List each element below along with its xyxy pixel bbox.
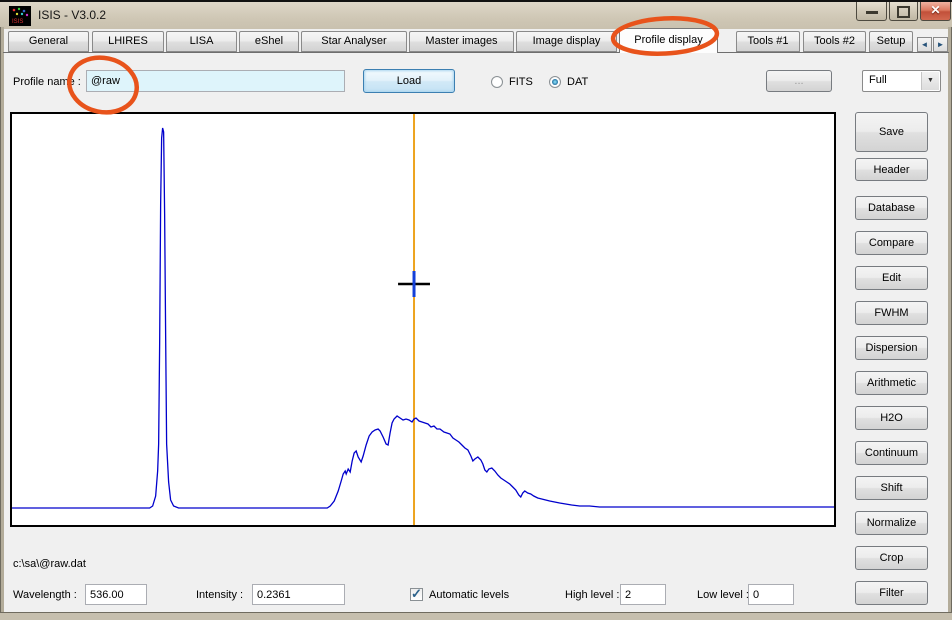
app-icon: ISIS <box>9 6 31 26</box>
load-button[interactable]: Load <box>363 69 455 93</box>
spectrum-plot-canvas[interactable] <box>10 112 836 527</box>
tab-tools-2[interactable]: Tools #2 <box>803 31 866 52</box>
tabstrip-divider <box>3 52 949 53</box>
tab-scroll-right-icon[interactable]: ► <box>933 37 948 52</box>
tab-star-analyser[interactable]: Star Analyser <box>301 31 407 52</box>
compare-button[interactable]: Compare <box>855 231 928 255</box>
close-button[interactable]: ✕ <box>920 2 951 21</box>
checkmark-icon: ✓ <box>411 586 422 601</box>
database-button[interactable]: Database <box>855 196 928 220</box>
tab-profile-display[interactable]: Profile display <box>619 28 718 53</box>
intensity-value-field[interactable] <box>252 584 345 605</box>
dat-radio-label: DAT <box>567 76 589 88</box>
browse-button[interactable]: ... <box>766 70 832 92</box>
dispersion-button[interactable]: Dispersion <box>855 336 928 360</box>
profile-name-input[interactable] <box>86 70 345 92</box>
file-path-text: c:\sa\@raw.dat <box>13 558 86 570</box>
intensity-label: Intensity : <box>196 589 244 601</box>
window-title: ISIS - V3.0.2 <box>38 8 107 22</box>
high-level-label: High level : <box>565 589 620 601</box>
maximize-button[interactable] <box>889 2 918 21</box>
window-border-right <box>948 27 952 620</box>
edit-button[interactable]: Edit <box>855 266 928 290</box>
fits-radio[interactable] <box>491 76 503 88</box>
view-range-value: Full <box>869 74 887 86</box>
tab-setup[interactable]: Setup <box>869 31 913 52</box>
high-level-field[interactable] <box>620 584 666 605</box>
chevron-down-icon: ▼ <box>921 72 939 90</box>
view-range-dropdown[interactable]: Full ▼ <box>862 70 941 92</box>
low-level-field[interactable] <box>748 584 794 605</box>
svg-text:ISIS: ISIS <box>12 19 23 25</box>
shift-button[interactable]: Shift <box>855 476 928 500</box>
automatic-levels-checkbox[interactable]: ✓ <box>410 586 423 601</box>
tab-image-display[interactable]: Image display <box>516 31 617 52</box>
minimize-button[interactable] <box>856 2 887 21</box>
profile-name-label: Profile name : <box>13 76 81 88</box>
normalize-button[interactable]: Normalize <box>855 511 928 535</box>
tab-master-images[interactable]: Master images <box>409 31 514 52</box>
maximize-icon <box>897 6 910 18</box>
title-bar[interactable]: ISIS ISIS - V3.0.2 ✕ <box>0 0 952 29</box>
low-level-label: Low level : <box>697 589 749 601</box>
tab-scroll-left-icon[interactable]: ◄ <box>917 37 932 52</box>
tab-lhires[interactable]: LHIRES <box>92 31 164 52</box>
crop-button[interactable]: Crop <box>855 546 928 570</box>
minimize-icon <box>865 11 878 14</box>
header-button[interactable]: Header <box>855 158 928 181</box>
tab-lisa[interactable]: LISA <box>166 31 237 52</box>
tab-eshel[interactable]: eShel <box>239 31 299 52</box>
fits-radio-label: FITS <box>509 76 533 88</box>
dat-radio[interactable] <box>549 76 561 88</box>
tab-tools-1[interactable]: Tools #1 <box>736 31 800 52</box>
tab-general[interactable]: General <box>8 31 89 52</box>
save-button[interactable]: Save <box>855 112 928 152</box>
filter-button[interactable]: Filter <box>855 581 928 605</box>
arithmetic-button[interactable]: Arithmetic <box>855 371 928 395</box>
close-icon: ✕ <box>930 3 941 17</box>
automatic-levels-label: Automatic levels <box>429 589 510 601</box>
spectrum-curve <box>12 127 834 509</box>
window-border-left <box>0 27 4 620</box>
window-border-bottom <box>0 612 952 620</box>
wavelength-label: Wavelength : <box>13 589 77 601</box>
fwhm-button[interactable]: FWHM <box>855 301 928 325</box>
h2o-button[interactable]: H2O <box>855 406 928 430</box>
wavelength-value-field[interactable] <box>85 584 147 605</box>
continuum-button[interactable]: Continuum <box>855 441 928 465</box>
